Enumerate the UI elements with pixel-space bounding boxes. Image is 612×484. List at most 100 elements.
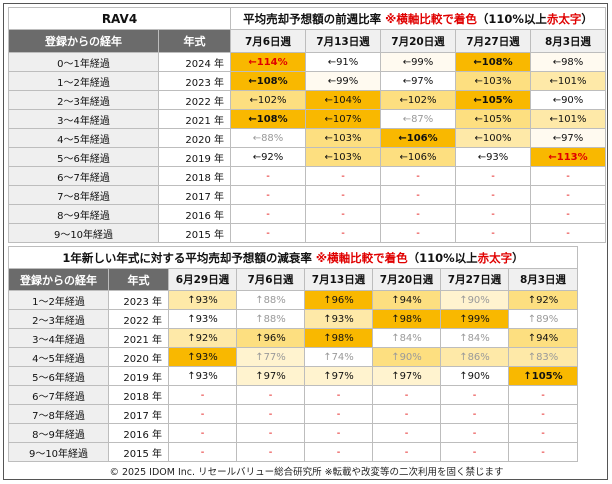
elapsed-label: 9～10年経過 [8, 442, 109, 462]
value-cell: - [380, 166, 456, 186]
model-year: 2017 年 [108, 404, 169, 424]
value-cell: ↑94% [372, 290, 441, 310]
value-cell: ←106% [380, 128, 456, 148]
table-row: 6～7年経過 2018 年------ [8, 385, 578, 405]
value-cell: ←92% [230, 147, 306, 167]
value-cell: - [304, 442, 373, 462]
value-cell: ↑92% [508, 290, 578, 310]
value-cell: ↑84% [372, 328, 441, 348]
model-year: 2018 年 [158, 166, 231, 186]
value-cell: ↑77% [236, 347, 305, 367]
value-cell: - [440, 404, 509, 424]
model-year: 2016 年 [158, 204, 231, 224]
table-row: 9～10年経過 2015 年------ [8, 442, 578, 462]
value-cell: - [530, 185, 606, 205]
week-header: 8月3日週 [508, 268, 578, 291]
value-cell: ←99% [305, 71, 381, 91]
title-condition: （110%以上 [407, 250, 478, 265]
table2-title: 1年新しい年式に対する平均売却予想額の減衰率 ※横軸比較で着色（110%以上赤太… [8, 246, 578, 269]
week-header: 7月20日週 [372, 268, 441, 291]
value-cell: ↑94% [508, 328, 578, 348]
value-cell: ←97% [380, 71, 456, 91]
table-row: 7～8年経過 2017 年------ [8, 404, 578, 424]
value-cell: ←88% [230, 128, 306, 148]
week-header: 7月27日週 [440, 268, 509, 291]
week-header: 7月13日週 [305, 29, 381, 53]
table-row: 1～2年経過 2023 年 ←108% ←99% ←97% ←103% ←101% [8, 71, 606, 91]
value-cell: - [304, 423, 373, 443]
value-cell: ↑86% [440, 347, 509, 367]
model-year: 2020 年 [158, 128, 231, 148]
value-cell: ←104% [305, 90, 381, 110]
model-year: 2019 年 [108, 366, 169, 386]
value-cell: - [440, 423, 509, 443]
value-cell: - [168, 442, 237, 462]
value-cell: - [440, 442, 509, 462]
value-cell: ↑96% [236, 328, 305, 348]
value-cell: ↑93% [168, 366, 237, 386]
header-year: 年式 [158, 29, 231, 53]
title-red-label: 赤太字 [546, 11, 582, 26]
value-cell: ←99% [380, 52, 456, 72]
value-cell: - [455, 223, 531, 243]
value-cell: ↑90% [440, 366, 509, 386]
title-text: 1年新しい年式に対する平均売却予想額の減衰率 [62, 250, 312, 265]
elapsed-label: 7～8年経過 [8, 404, 109, 424]
value-cell: - [305, 166, 381, 186]
value-cell: ←93% [455, 147, 531, 167]
elapsed-label: 6～7年経過 [8, 385, 109, 405]
value-cell: ↑93% [168, 347, 237, 367]
value-cell: ↑97% [372, 366, 441, 386]
value-cell: ↑88% [236, 309, 305, 329]
value-cell: - [530, 166, 606, 186]
value-cell: - [305, 204, 381, 224]
model-year: 2015 年 [108, 442, 169, 462]
value-cell: - [168, 423, 237, 443]
value-cell: - [230, 223, 306, 243]
elapsed-label: 7～8年経過 [8, 185, 159, 205]
model-year: 2022 年 [108, 309, 169, 329]
value-cell: ←87% [380, 109, 456, 129]
copyright-footer: © 2025 IDOM Inc. リセールバリュー総合研究所 ※転載や改変等の二… [109, 467, 504, 478]
table-row: 1～2年経過 2023 年 ↑93% ↑88% ↑96% ↑94% ↑90% ↑92% [8, 290, 578, 310]
elapsed-label: 1～2年経過 [8, 71, 159, 91]
model-year: 2019 年 [158, 147, 231, 167]
value-cell: - [230, 204, 306, 224]
value-cell: - [168, 404, 237, 424]
value-cell: - [305, 185, 381, 205]
value-cell: ←90% [530, 90, 606, 110]
value-cell: ↑93% [304, 309, 373, 329]
value-cell: ←97% [530, 128, 606, 148]
value-cell: ↑90% [372, 347, 441, 367]
value-cell: - [455, 166, 531, 186]
value-cell: ←107% [305, 109, 381, 129]
value-cell: - [508, 385, 578, 405]
week-header: 7月20日週 [380, 29, 456, 53]
value-cell: - [304, 404, 373, 424]
model-year: 2024 年 [158, 52, 231, 72]
elapsed-label: 5～6年経過 [8, 366, 109, 386]
value-cell: ←105% [455, 109, 531, 129]
value-cell: ↑98% [372, 309, 441, 329]
model-year: 2015 年 [158, 223, 231, 243]
week-header: 7月27日週 [455, 29, 531, 53]
value-cell: - [508, 442, 578, 462]
week-header: 7月13日週 [304, 268, 373, 291]
elapsed-label: 5～6年経過 [8, 147, 159, 167]
value-cell: ↑96% [304, 290, 373, 310]
week-header: 8月3日週 [530, 29, 606, 53]
value-cell: ←103% [455, 71, 531, 91]
value-cell: - [372, 404, 441, 424]
value-cell: - [380, 204, 456, 224]
table-row: 2～3年経過 2022 年 ↑93% ↑88% ↑93% ↑98% ↑99% ↑89% [8, 309, 578, 329]
value-cell: - [455, 185, 531, 205]
value-cell: ↑84% [440, 328, 509, 348]
model-year: 2021 年 [108, 328, 169, 348]
elapsed-label: 2～3年経過 [8, 90, 159, 110]
table-row: 0～1年経過 2024 年 ←114% ←91% ←99% ←108% ←98% [8, 52, 606, 72]
table-row: 5～6年経過 2019 年 ←92% ←103% ←106% ←93% ←113% [8, 147, 606, 167]
header-elapsed: 登録からの経年 [8, 29, 159, 53]
elapsed-label: 0～1年経過 [8, 52, 159, 72]
value-cell: - [455, 204, 531, 224]
model-year: 2020 年 [108, 347, 169, 367]
